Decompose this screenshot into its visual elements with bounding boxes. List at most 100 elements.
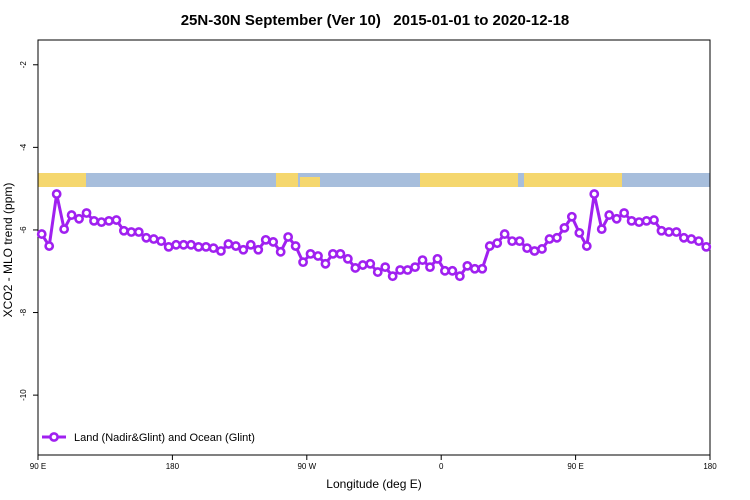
point	[51, 189, 62, 199]
legend-marker	[49, 432, 59, 442]
point	[589, 189, 600, 199]
point	[671, 227, 682, 237]
point	[171, 239, 182, 250]
point	[313, 251, 323, 261]
point	[66, 210, 77, 220]
point	[357, 260, 368, 270]
point	[492, 238, 503, 249]
point	[216, 246, 226, 256]
point	[649, 215, 659, 225]
point	[462, 260, 473, 271]
y-tick-label: -8	[19, 308, 28, 316]
x-tick-label: 180	[166, 462, 180, 471]
point	[395, 265, 406, 275]
point	[552, 232, 562, 243]
map-strip	[38, 173, 710, 187]
y-tick-label: -6	[19, 226, 28, 234]
point	[126, 227, 137, 237]
point	[148, 234, 159, 244]
point	[163, 241, 174, 252]
point	[544, 234, 555, 244]
point	[522, 243, 532, 254]
point	[574, 227, 585, 238]
point	[342, 253, 353, 264]
y-tick-label: -10	[19, 389, 28, 401]
x-tick-label: 90 E	[567, 462, 583, 471]
point	[156, 236, 167, 246]
point	[701, 241, 712, 252]
point	[44, 241, 55, 251]
point	[611, 213, 622, 224]
point	[604, 210, 615, 220]
point	[559, 222, 570, 233]
point	[581, 241, 592, 251]
point	[380, 262, 391, 273]
point	[477, 263, 488, 274]
point	[626, 215, 637, 226]
point	[96, 217, 107, 228]
point	[305, 249, 316, 259]
point	[141, 232, 152, 243]
point	[529, 246, 540, 256]
point	[372, 267, 383, 277]
x-tick-label: 0	[439, 462, 444, 471]
point	[454, 271, 465, 282]
y-tick-label: -2	[19, 61, 28, 69]
point	[133, 227, 144, 237]
point	[298, 257, 308, 268]
point	[275, 246, 286, 257]
point	[245, 239, 256, 250]
point	[566, 211, 577, 222]
y-tick-label: -4	[19, 143, 28, 151]
point	[641, 215, 652, 226]
plot-frame	[37, 39, 711, 456]
point	[410, 262, 420, 273]
x-axis-label: Longitude (deg E)	[326, 477, 421, 491]
point	[469, 263, 480, 274]
point	[186, 239, 196, 250]
point	[260, 234, 271, 245]
point	[253, 244, 264, 255]
point	[432, 253, 443, 264]
point	[678, 232, 689, 243]
point	[81, 208, 92, 218]
point	[484, 241, 495, 251]
point	[335, 249, 346, 259]
point	[238, 244, 249, 255]
point	[693, 236, 704, 246]
point	[59, 224, 70, 235]
x-tick-label: 90 W	[297, 462, 316, 471]
point	[514, 236, 525, 246]
x-tick-label: 90 E	[30, 462, 46, 471]
point	[201, 241, 211, 252]
x-tick-label: 180	[703, 462, 717, 471]
point	[537, 244, 547, 254]
point	[417, 255, 428, 265]
point	[208, 243, 219, 254]
point	[634, 217, 644, 228]
point	[664, 227, 674, 237]
point	[74, 213, 84, 224]
point	[425, 262, 435, 273]
point	[686, 234, 697, 244]
chart-title: 25N-30N September (Ver 10) 2015-01-01 to…	[181, 12, 570, 29]
point	[440, 265, 450, 276]
point	[89, 215, 99, 226]
point	[230, 241, 241, 251]
point	[507, 236, 518, 246]
point	[320, 258, 331, 269]
point	[36, 229, 47, 239]
point	[499, 229, 510, 239]
point	[387, 271, 398, 282]
point	[118, 225, 129, 236]
point	[350, 263, 361, 273]
point	[104, 215, 114, 226]
y-axis-label: XCO2 - MLO trend (ppm)	[1, 183, 15, 318]
point	[402, 265, 413, 275]
point	[193, 241, 204, 252]
point	[290, 241, 301, 251]
point	[283, 232, 294, 242]
point	[656, 225, 667, 236]
legend-label: Land (Nadir&Glint) and Ocean (Glint)	[74, 432, 255, 444]
